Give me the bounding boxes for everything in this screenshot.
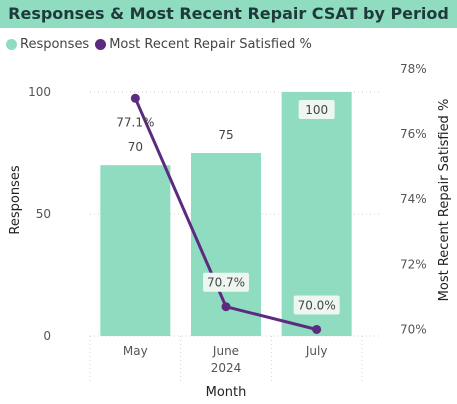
- y2-tick-label-0: 70%: [400, 322, 427, 336]
- legend-swatch-responses: [6, 38, 17, 50]
- satisfied-label-1: 70.7%: [207, 276, 245, 290]
- y2-tick-label-1: 72%: [400, 257, 427, 271]
- legend-label-responses: Responses: [20, 36, 90, 52]
- y2-tick-label-3: 76%: [400, 127, 427, 141]
- x-axis-group-label: 2024: [211, 361, 242, 375]
- bar-july: [281, 92, 352, 336]
- legend-item-satisfied[interactable]: Most Recent Repair Satisfied %: [95, 37, 312, 52]
- x-tick-label-may: May: [123, 344, 148, 358]
- satisfied-label-box-2: [293, 295, 340, 315]
- legend: Responses Most Recent Repair Satisfied %: [6, 34, 318, 54]
- bars: [100, 92, 352, 336]
- bar-label-1: 75: [218, 128, 233, 142]
- chart-title-bar: Responses & Most Recent Repair CSAT by P…: [0, 0, 457, 28]
- y2-tick-label-2: 74%: [400, 192, 427, 206]
- bar-label-2: 100: [305, 103, 328, 117]
- satisfied-point-2: [312, 324, 322, 334]
- bar-may: [100, 165, 171, 336]
- satisfied-label-box-1: [203, 272, 249, 292]
- bar-label-0: 70: [128, 140, 143, 154]
- chart-title: Responses & Most Recent Repair CSAT by P…: [8, 4, 449, 23]
- x-tick-label-june: June: [212, 344, 239, 358]
- satisfied-line: 77.1% 70.7% 70.0%: [116, 93, 340, 334]
- satisfied-point-1: [221, 302, 231, 312]
- bar-label-box-2: [298, 100, 335, 119]
- y2-tick-label-4: 78%: [400, 62, 427, 76]
- satisfied-label-0: 77.1%: [116, 115, 154, 129]
- x-axis-title: Month: [206, 385, 247, 400]
- bar-data-labels: 70 75 100: [128, 100, 335, 154]
- satisfied-label-2: 70.0%: [298, 298, 336, 312]
- y-axis-title: Responses: [8, 165, 23, 234]
- legend-label-satisfied: Most Recent Repair Satisfied %: [109, 36, 312, 52]
- x-tick-label-july: July: [305, 344, 328, 358]
- y-tick-label-1: 50: [36, 207, 51, 221]
- legend-swatch-satisfied: [95, 38, 107, 50]
- y-tick-label-2: 100: [28, 85, 51, 99]
- legend-item-responses[interactable]: Responses: [6, 37, 89, 52]
- satisfied-point-0: [130, 93, 140, 103]
- y2-axis-title: Most Recent Repair Satisfied %: [437, 99, 452, 302]
- y-tick-label-0: 0: [43, 329, 51, 343]
- axes: 0 50 100 70% 72% 74% 76% 78% May June July: [28, 62, 427, 358]
